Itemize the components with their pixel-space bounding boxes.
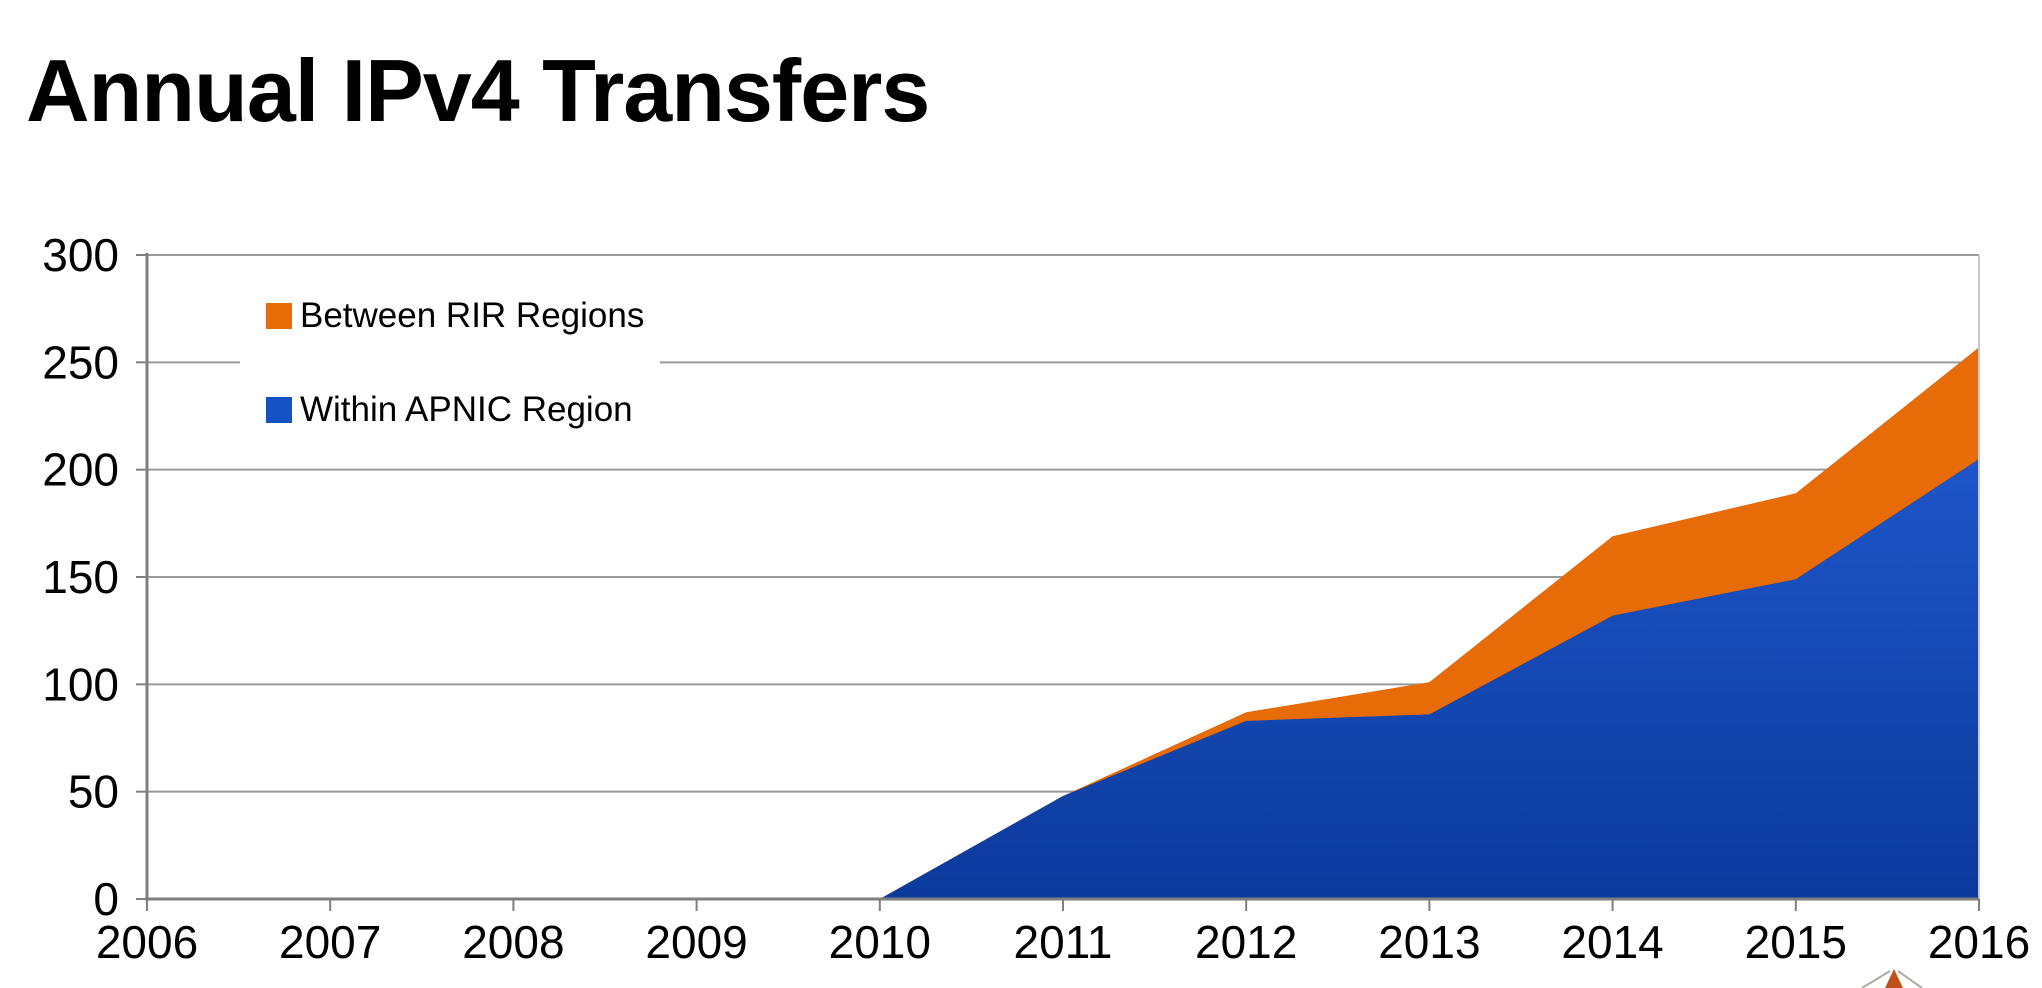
svg-text:0: 0 [93, 873, 119, 925]
svg-text:2012: 2012 [1195, 916, 1297, 968]
svg-text:150: 150 [42, 551, 119, 603]
svg-text:2014: 2014 [1561, 916, 1663, 968]
apnic-logo-partial [1861, 969, 1923, 988]
svg-text:50: 50 [68, 766, 119, 818]
legend-label: Between RIR Regions [300, 296, 645, 335]
legend-swatch-icon [266, 303, 292, 329]
svg-text:200: 200 [42, 444, 119, 496]
legend-label: Within APNIC Region [300, 390, 633, 429]
svg-text:2008: 2008 [462, 916, 564, 968]
svg-text:300: 300 [42, 229, 119, 281]
svg-text:2009: 2009 [645, 916, 747, 968]
svg-text:2010: 2010 [829, 916, 931, 968]
svg-text:2011: 2011 [1014, 916, 1113, 968]
legend-item-within-apnic: Within APNIC Region [266, 390, 633, 430]
svg-text:250: 250 [42, 336, 119, 388]
svg-text:2013: 2013 [1378, 916, 1480, 968]
svg-text:2007: 2007 [279, 916, 381, 968]
svg-text:2006: 2006 [96, 916, 198, 968]
chart-title: Annual IPv4 Transfers [26, 41, 930, 140]
chart-legend: Between RIR Regions Within APNIC Region [240, 280, 660, 444]
svg-text:100: 100 [42, 658, 119, 710]
legend-item-between-rir: Between RIR Regions [266, 296, 644, 336]
legend-swatch-icon [266, 397, 292, 423]
svg-text:2015: 2015 [1745, 916, 1847, 968]
svg-text:2016: 2016 [1928, 916, 2030, 968]
